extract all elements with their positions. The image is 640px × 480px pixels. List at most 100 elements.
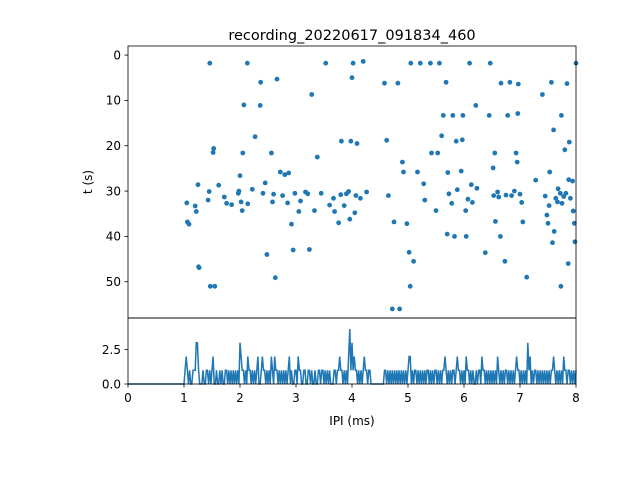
scatter-point: [339, 138, 344, 144]
scatter-point: [352, 210, 358, 216]
scatter-point: [514, 159, 520, 165]
scatter-point: [491, 193, 497, 199]
scatter-point: [245, 201, 251, 207]
scatter-point: [444, 231, 450, 237]
scatter-point: [408, 60, 414, 66]
x-tick-label: 0: [124, 391, 132, 405]
scatter-point: [205, 197, 211, 203]
scatter-point: [272, 275, 278, 281]
scatter-point: [239, 208, 245, 214]
scatter-point: [285, 200, 290, 206]
scatter-point: [257, 103, 263, 108]
scatter-point: [429, 150, 434, 156]
histogram-plot-frame: [127, 317, 577, 385]
scatter-point: [238, 199, 244, 205]
scatter-point: [568, 195, 573, 201]
scatter-point: [262, 180, 268, 186]
histogram-y-tick-label: 0.0: [102, 377, 121, 391]
scatter-point: [551, 127, 556, 133]
scatter-point: [271, 191, 276, 197]
scatter-point: [196, 265, 202, 271]
scatter-point: [406, 249, 412, 255]
scatter-point: [347, 216, 353, 222]
scatter-point: [540, 92, 545, 97]
scatter-point: [407, 283, 413, 289]
scatter-point: [270, 199, 275, 205]
scatter-point: [460, 113, 466, 118]
scatter-point: [559, 200, 565, 206]
scatter-point: [382, 80, 387, 86]
scatter-point: [513, 150, 519, 156]
scatter-point: [184, 200, 190, 206]
x-tick-label: 1: [180, 391, 188, 405]
scatter-point: [252, 134, 258, 140]
scatter-point: [520, 219, 526, 225]
scatter-point: [445, 170, 451, 175]
scatter-point: [269, 150, 274, 156]
scatter-point: [411, 258, 416, 264]
scatter-point: [473, 103, 479, 108]
x-tick-label: 7: [516, 391, 524, 405]
scatter-point: [449, 200, 455, 206]
scatter-point: [422, 197, 428, 203]
scatter-point: [364, 189, 369, 195]
x-tick-label: 2: [236, 391, 244, 405]
scatter-point: [487, 60, 493, 66]
scatter-point: [397, 306, 402, 312]
scatter-point: [546, 203, 552, 209]
scatter-point: [395, 80, 401, 86]
scatter-point: [544, 212, 550, 218]
scatter-point: [498, 234, 503, 239]
scatter-point: [519, 200, 525, 205]
scatter-point: [435, 150, 441, 156]
scatter-point: [264, 252, 270, 257]
scatter-point: [564, 81, 570, 86]
x-tick-label: 8: [572, 391, 580, 405]
scatter-point: [241, 102, 247, 108]
scatter-point: [286, 170, 292, 176]
scatter-point: [570, 208, 576, 214]
chart-title: recording_20220617_091834_460: [228, 28, 475, 44]
y-tick-label: 40: [106, 230, 121, 244]
scatter-point: [474, 185, 480, 191]
scatter-point: [309, 92, 315, 97]
scatter-point: [236, 188, 242, 194]
y-tick-label: 30: [106, 184, 121, 198]
scatter-point: [314, 154, 320, 160]
y-tick-label: 50: [106, 275, 121, 289]
scatter-point: [336, 220, 341, 226]
scatter-point: [260, 190, 266, 196]
scatter-point: [463, 208, 469, 214]
scatter-panel: recording_20220617_091834_460 t (s) 0 10 2…: [81, 28, 579, 319]
scatter-point: [542, 193, 548, 199]
scatter-point: [509, 193, 514, 199]
scatter-point: [210, 150, 216, 155]
scatter-point: [498, 80, 504, 86]
scatter-point: [386, 193, 391, 199]
scatter-point: [341, 203, 347, 209]
scatter-point: [221, 194, 227, 200]
y-axis-label: t (s): [81, 170, 95, 194]
scatter-point: [186, 221, 192, 227]
y-tick-label: 20: [106, 139, 121, 153]
scatter-point: [195, 182, 201, 188]
scatter-point: [555, 199, 560, 205]
scatter-point: [524, 274, 530, 280]
x-tick-label: 5: [404, 391, 412, 405]
scatter-point: [437, 60, 442, 66]
y-tick-label: 0: [113, 48, 121, 62]
scatter-point: [503, 192, 509, 198]
scatter-point: [277, 169, 283, 175]
scatter-point: [495, 189, 500, 195]
scatter-point: [401, 169, 406, 175]
scatter-point: [443, 79, 449, 85]
histogram-panel: 0.0 2.5 0 1 2 3 4 5 6 7 8 IPI (ms): [102, 317, 580, 428]
scatter-point: [360, 59, 366, 64]
scatter-point: [453, 138, 459, 144]
scatter-point: [482, 250, 488, 256]
scatter-point: [338, 192, 344, 198]
scatter-point: [237, 173, 243, 179]
scatter-point: [289, 221, 294, 227]
scatter-point: [550, 240, 555, 246]
scatter-point: [400, 159, 405, 165]
